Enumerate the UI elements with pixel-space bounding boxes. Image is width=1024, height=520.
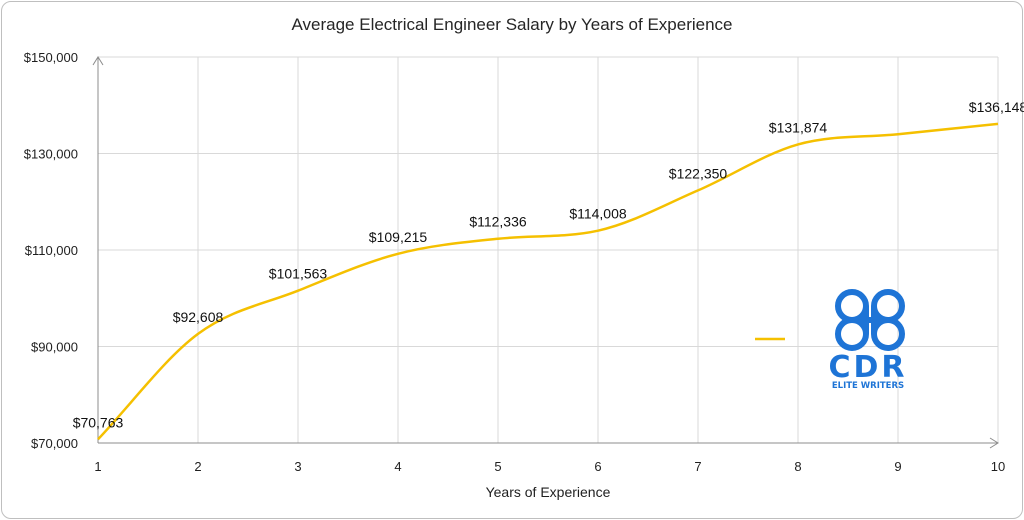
y-tick-labels: $70,000 $90,000 $110,000 $130,000 $150,000 bbox=[24, 50, 78, 451]
logo-tagline: ELITE WRITERS bbox=[832, 381, 904, 391]
data-labels: $70,763 $92,608 $101,563 $109,215 $112,336 $1… bbox=[73, 99, 1024, 430]
data-label: $70,763 bbox=[73, 414, 124, 430]
x-tick-label: 3 bbox=[294, 459, 301, 474]
y-tick-label: $150,000 bbox=[24, 50, 78, 65]
x-tick-label: 6 bbox=[594, 459, 601, 474]
x-tick-label: 8 bbox=[794, 459, 801, 474]
data-label: $114,008 bbox=[569, 206, 627, 222]
data-label: $109,215 bbox=[369, 229, 428, 245]
data-label: $112,336 bbox=[469, 214, 527, 230]
x-axis-title: Years of Experience bbox=[486, 484, 611, 500]
series-lines bbox=[97, 122, 999, 441]
x-tick-label: 10 bbox=[991, 459, 1005, 474]
x-tick-label: 9 bbox=[894, 459, 901, 474]
cdr-logo: CDR ELITE WRITERS bbox=[828, 289, 907, 391]
data-label: $131,874 bbox=[769, 119, 828, 135]
y-tick-label: $90,000 bbox=[31, 340, 78, 355]
data-label: $101,563 bbox=[269, 266, 328, 282]
logo-brand: CDR bbox=[828, 350, 907, 385]
cdr-knot-icon bbox=[835, 289, 905, 351]
x-tick-label: 4 bbox=[394, 459, 401, 474]
y-axis-arrow bbox=[92, 56, 104, 66]
x-axis-arrow bbox=[989, 437, 999, 449]
chart-title: Average Electrical Engineer Salary by Ye… bbox=[292, 15, 733, 34]
x-tick-label: 2 bbox=[194, 459, 201, 474]
y-tick-label: $70,000 bbox=[31, 436, 78, 451]
data-label: $92,608 bbox=[173, 309, 224, 325]
series-line bbox=[97, 122, 999, 441]
data-label: $122,350 bbox=[669, 165, 728, 181]
axes bbox=[92, 56, 999, 449]
x-tick-label: 5 bbox=[494, 459, 501, 474]
y-tick-label: $130,000 bbox=[24, 147, 78, 162]
y-tick-label: $110,000 bbox=[25, 243, 78, 258]
data-label: $136,148 bbox=[969, 99, 1024, 115]
x-tick-labels: 1 2 3 4 5 6 7 8 9 10 bbox=[94, 459, 1005, 474]
x-tick-label: 1 bbox=[94, 459, 101, 474]
x-tick-label: 7 bbox=[694, 459, 701, 474]
